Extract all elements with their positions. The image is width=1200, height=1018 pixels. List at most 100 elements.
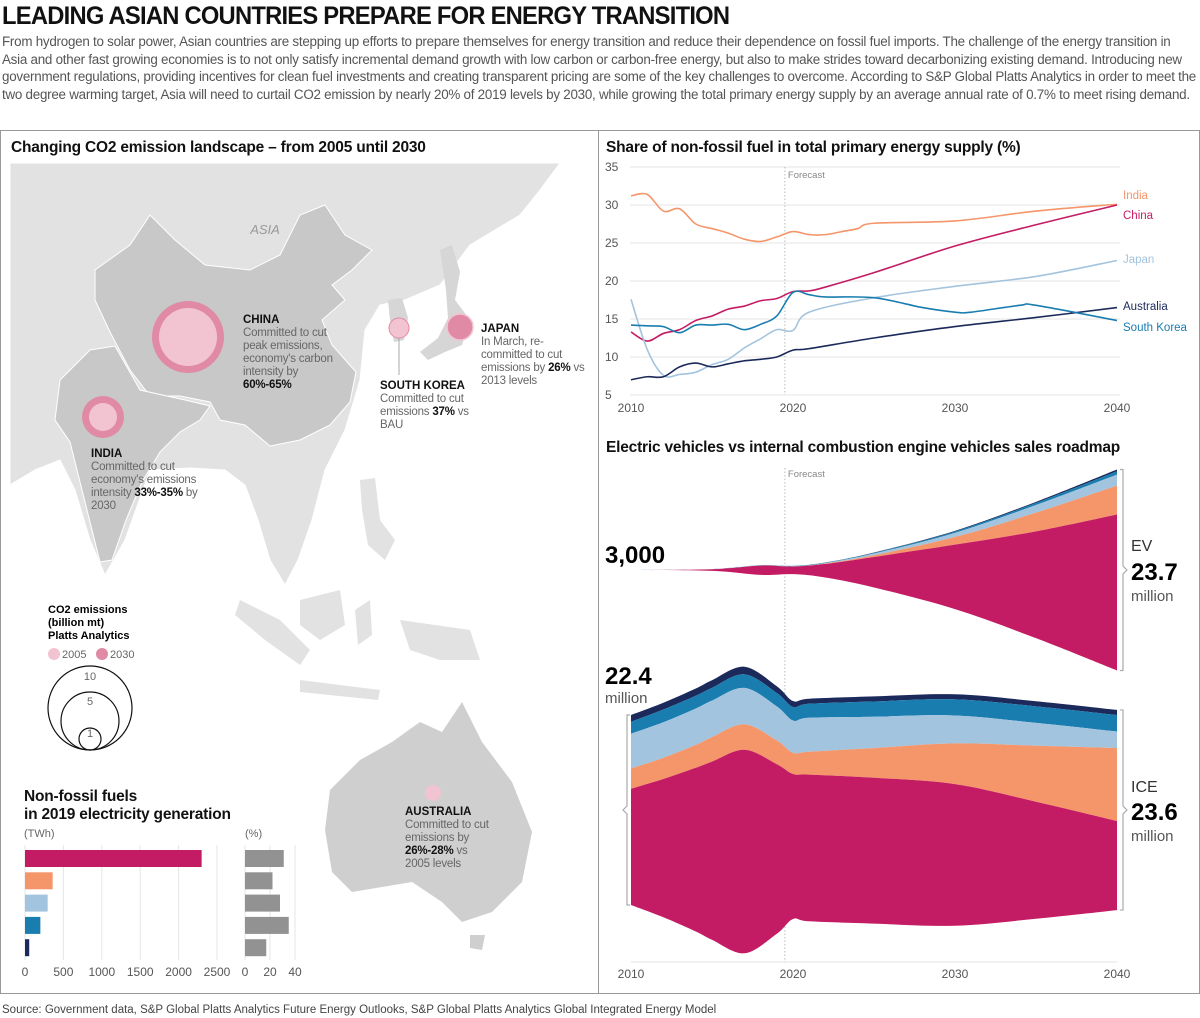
legend-size-10: 10 bbox=[84, 671, 96, 683]
ev-area-india bbox=[631, 485, 1117, 570]
y-tick-label: 35 bbox=[605, 160, 619, 174]
line-china bbox=[630, 204, 1118, 342]
legend-south-korea: South Korea bbox=[1123, 322, 1188, 334]
ev-area-china bbox=[631, 514, 1117, 671]
ev-ice-stream-chart: Forecast 2010 2020 2030 2040 EV 23.7 million ICE… bbox=[605, 468, 1178, 981]
ice-bracket bbox=[1120, 709, 1128, 911]
x-tick-label: 2010 bbox=[618, 967, 645, 981]
twh-bar-south-korea bbox=[25, 916, 41, 934]
legend-japan: Japan bbox=[1123, 254, 1154, 266]
percent-bar-china bbox=[245, 850, 284, 867]
percent-tick-label: 20 bbox=[263, 965, 277, 979]
percent-bar-japan bbox=[245, 894, 280, 912]
electricity-bar-charts: (TWh) (%) 0 500 1000 1500 2000 2500 0 20 40 bbox=[22, 828, 302, 979]
intro-paragraph: From hydrogen to solar power, Asian coun… bbox=[2, 34, 1196, 103]
line-chart-title: Share of non-fossil fuel in total primar… bbox=[606, 139, 1021, 156]
non-fossil-share-line-chart: 5 10 15 20 25 30 35 2010 2020 2030 2040 Forecast Ind… bbox=[605, 160, 1188, 415]
line-india bbox=[630, 192, 1118, 243]
x-tick-label: 2020 bbox=[780, 967, 807, 981]
source-note: Source: Government data, S&P Global Plat… bbox=[2, 1004, 717, 1016]
twh-unit: (TWh) bbox=[24, 828, 55, 840]
ice-area-china bbox=[631, 749, 1117, 954]
map-title: Changing CO2 emission landscape – from 2… bbox=[11, 139, 426, 156]
line-south-korea bbox=[630, 290, 1118, 334]
y-tick-label: 5 bbox=[605, 388, 612, 402]
legend-item-2030: 2030 bbox=[110, 649, 134, 661]
twh-bar-japan bbox=[25, 894, 48, 912]
legend-china: China bbox=[1123, 210, 1154, 222]
y-tick-label: 20 bbox=[605, 274, 619, 288]
stream-chart-title: Electric vehicles vs internal combustion… bbox=[606, 439, 1121, 456]
india-annotation: INDIA Committed to cut economy's emissio… bbox=[91, 448, 198, 512]
x-tick-label: 2010 bbox=[618, 401, 645, 415]
line-australia bbox=[630, 306, 1118, 381]
page-title: LEADING ASIAN COUNTRIES PREPARE FOR ENER… bbox=[2, 2, 730, 30]
forecast-label: Forecast bbox=[788, 469, 825, 480]
japan-bubble bbox=[446, 313, 474, 341]
ice-start-bracket bbox=[622, 714, 630, 906]
twh-tick-label: 0 bbox=[22, 965, 29, 979]
legend-title-1: CO2 emissions bbox=[48, 604, 127, 616]
forecast-label: Forecast bbox=[788, 170, 825, 181]
x-tick-label: 2020 bbox=[780, 401, 807, 415]
asia-label: ASIA bbox=[249, 222, 280, 237]
y-tick-label: 15 bbox=[605, 312, 619, 326]
legend-swatch-2005 bbox=[48, 648, 60, 660]
ev-end-value: 23.7 bbox=[1131, 559, 1178, 586]
twh-bar-china bbox=[25, 850, 202, 867]
ice-start-unit: million bbox=[605, 690, 648, 707]
legend-circle-1 bbox=[78, 727, 102, 751]
china-land bbox=[94, 204, 373, 447]
legend-swatch-2030 bbox=[96, 648, 108, 660]
ev-start-label: 3,000 bbox=[605, 542, 665, 569]
ice-end-unit: million bbox=[1131, 828, 1174, 845]
ice-start-value: 22.4 bbox=[605, 663, 652, 690]
south-korea-bubble bbox=[388, 317, 410, 339]
twh-bar-australia bbox=[25, 939, 30, 957]
japan-annotation: JAPAN In March, re-committed to cut emis… bbox=[481, 323, 585, 387]
ice-end-value: 23.6 bbox=[1131, 799, 1178, 826]
x-tick-label: 2030 bbox=[942, 967, 969, 981]
percent-bar-australia bbox=[245, 939, 267, 957]
legend-size-1: 1 bbox=[87, 728, 93, 740]
legend-title-2: (billion mt) bbox=[48, 617, 105, 629]
line-japan bbox=[630, 259, 1118, 378]
x-tick-label: 2040 bbox=[1104, 967, 1131, 981]
twh-bar-india bbox=[25, 872, 53, 890]
percent-bar-india bbox=[245, 872, 273, 890]
x-tick-label: 2040 bbox=[1104, 401, 1131, 415]
panel-divider bbox=[598, 130, 599, 994]
percent-bar-south-korea bbox=[245, 916, 289, 934]
ice-label: ICE bbox=[1131, 779, 1158, 796]
ev-label: EV bbox=[1131, 538, 1153, 555]
percent-unit: (%) bbox=[245, 828, 262, 840]
ice-area-japan bbox=[631, 687, 1117, 769]
australia-land bbox=[325, 702, 532, 950]
ev-end-unit: million bbox=[1131, 588, 1174, 605]
philippines-land bbox=[360, 478, 395, 560]
legend-australia: Australia bbox=[1123, 301, 1168, 313]
twh-tick-label: 2000 bbox=[165, 965, 192, 979]
twh-tick-label: 2500 bbox=[204, 965, 231, 979]
twh-tick-label: 1000 bbox=[88, 965, 115, 979]
indonesia-land bbox=[235, 590, 480, 700]
percent-tick-label: 0 bbox=[242, 965, 249, 979]
x-tick-label: 2030 bbox=[942, 401, 969, 415]
percent-tick-label: 40 bbox=[288, 965, 302, 979]
china-annotation: CHINA Committed to cut peak emissions, e… bbox=[243, 314, 333, 391]
y-tick-label: 30 bbox=[605, 198, 619, 212]
y-tick-label: 10 bbox=[605, 350, 619, 364]
ev-bracket bbox=[1120, 468, 1128, 672]
south-korea-annotation: SOUTH KOREA Committed to cut emissions 3… bbox=[380, 380, 469, 431]
y-tick-label: 25 bbox=[605, 236, 619, 250]
legend-title-3: Platts Analytics bbox=[48, 630, 130, 642]
india-bubble-2005 bbox=[89, 403, 117, 431]
legend-india: India bbox=[1123, 190, 1149, 202]
twh-tick-label: 1500 bbox=[127, 965, 154, 979]
legend-item-2005: 2005 bbox=[62, 649, 86, 661]
australia-bubble bbox=[425, 785, 441, 801]
legend-size-5: 5 bbox=[87, 696, 93, 708]
ice-area-india bbox=[631, 724, 1117, 822]
bar-chart-title: Non-fossil fuels in 2019 electricity gene… bbox=[24, 788, 231, 823]
twh-tick-label: 500 bbox=[53, 965, 73, 979]
